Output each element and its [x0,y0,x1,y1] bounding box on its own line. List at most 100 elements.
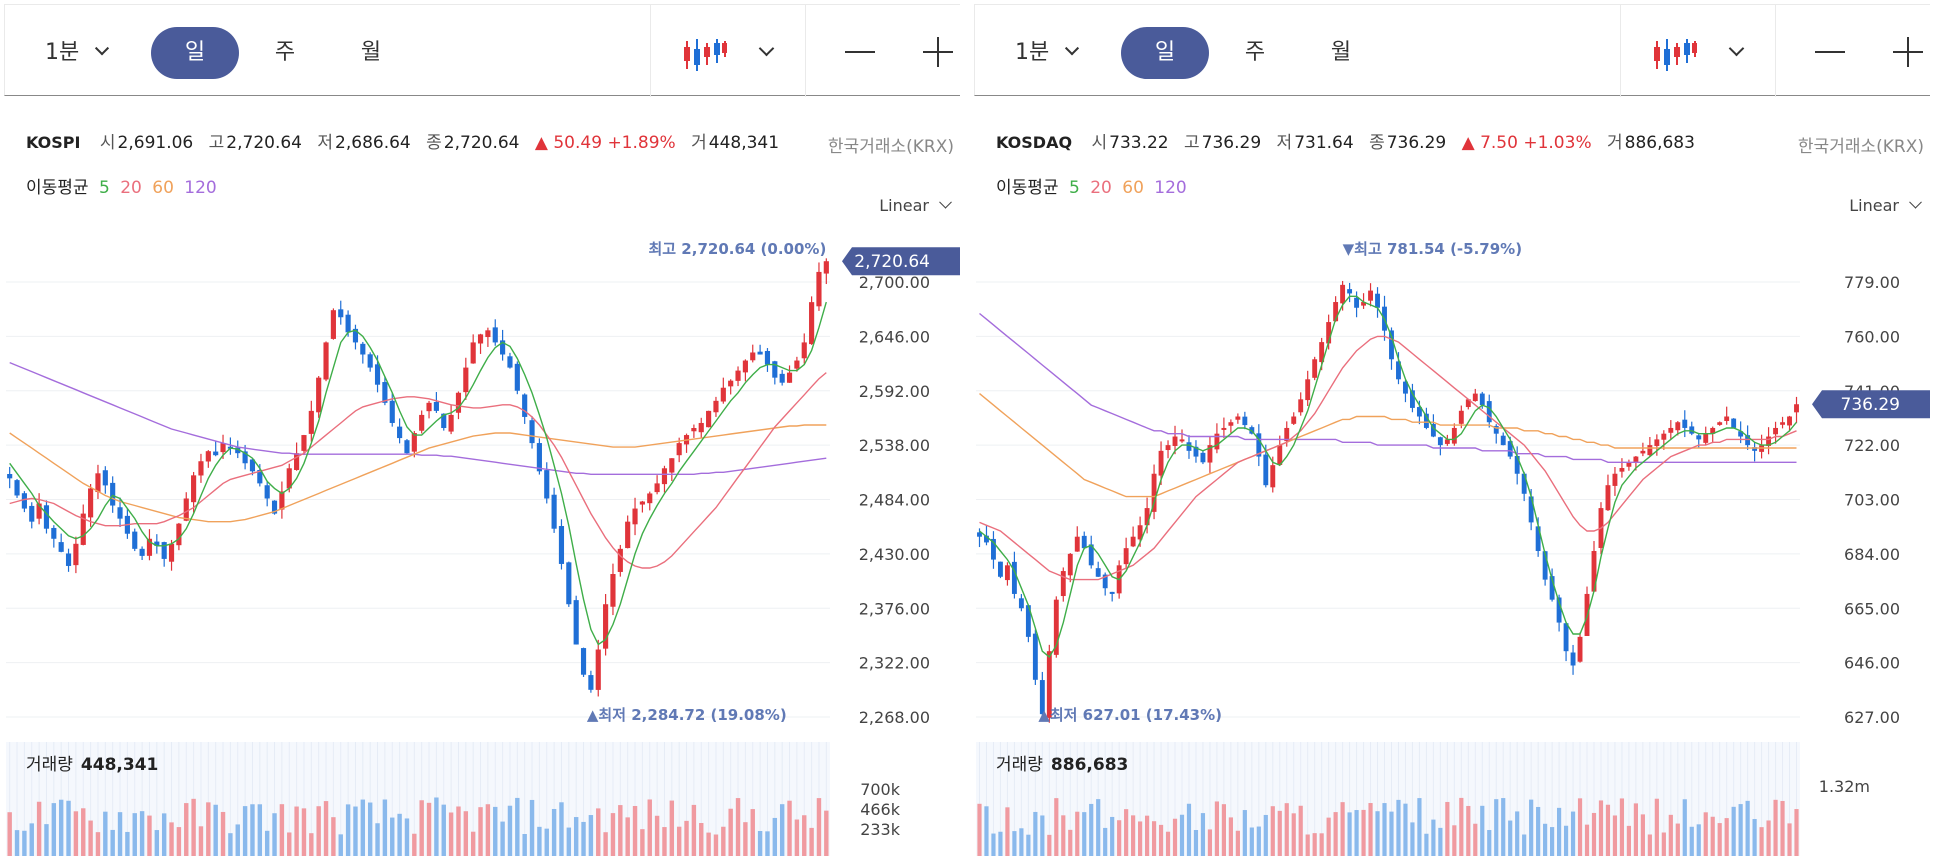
candle-body [95,473,101,493]
ma120-line [979,312,1797,463]
open-value: 733.22 [1109,133,1169,153]
candle-body [463,367,469,393]
volume-bar [1193,830,1199,856]
volume-bar [743,822,748,856]
scale-dropdown[interactable]: Linear [1849,195,1922,215]
tab-day[interactable]: 일 [1121,27,1209,79]
volume-bar [198,826,204,856]
volume-bar [1117,820,1122,856]
candle-body [1563,623,1569,652]
toolbar-divider [1775,5,1776,97]
ma5-label: 5 [1068,178,1080,198]
tab-week[interactable]: 주 [1244,40,1266,65]
volume-bar [1647,834,1652,856]
candle-body [220,443,226,453]
price-chart[interactable]: 2,700.00 2,646.00 2,592.00 2,538.00 2,484.00… [0,0,960,862]
volume-bar [22,830,27,856]
candle-body [713,400,719,413]
volume-bar [1577,798,1583,856]
volume-bar [1186,803,1192,856]
zoom-out-icon[interactable] [1815,51,1845,53]
min-price-label: ▲최저 2,284.72 (19.08%) [587,706,787,724]
candle-body [1423,413,1429,428]
volume-bar [1221,804,1226,856]
volume-bar [382,799,388,856]
candle-body [1130,536,1136,547]
candle-body [1284,427,1290,442]
volume-bar [1445,801,1450,856]
scale-label: Linear [1849,196,1899,215]
volume-bar [757,831,763,856]
candle-body [1612,473,1618,486]
current-price-label: 2,720.64 [854,252,930,272]
moving-average-legend: 이동평균 5 20 60 120 [26,173,222,198]
interval-dropdown[interactable]: 1분 [45,27,145,79]
tab-week[interactable]: 주 [274,40,296,65]
candle-body [470,342,476,364]
volume-bar [463,811,469,856]
candle-body [1081,535,1087,549]
candle-body [1137,525,1143,540]
candlestick-icon[interactable] [1651,35,1699,75]
volume-bar [816,798,822,856]
tab-day[interactable]: 일 [151,27,239,79]
candle-body [1333,302,1339,322]
interval-label: 1분 [1015,40,1050,65]
interval-dropdown[interactable]: 1분 [1015,27,1115,79]
volume-bar [684,820,689,856]
candle-body [647,493,653,504]
candle-body [110,482,116,506]
volume-bar [191,798,196,856]
volume-bar [250,804,255,856]
candle-body [779,373,785,383]
candle-body [1004,565,1010,581]
candle-body [1144,508,1150,526]
candle-body [1416,407,1422,417]
volume-bar [279,804,285,856]
candle-body [146,538,153,556]
volume-bar [1012,831,1017,856]
volume-bar [73,811,79,856]
volume-bar [588,815,594,856]
volume-bar [220,811,226,856]
candle-body [1109,591,1115,594]
candle-body [485,330,491,338]
candle-body [102,470,108,486]
volume-bar [125,831,130,856]
candle-body [1291,416,1297,424]
candle-body [794,360,800,369]
volume-bar [176,827,182,856]
volume-bar [1068,829,1073,856]
candle-body [419,414,425,431]
price-chart[interactable]: 779.00760.00741.00722.00703.00684.00665.… [970,0,1930,862]
volume-bar [426,802,432,856]
volume-bar [1473,823,1478,856]
toolbar-divider [1620,5,1621,97]
tab-month[interactable]: 월 [1330,40,1352,65]
volume-bar [161,813,167,856]
candle-body [1458,410,1464,424]
volume-title-label: 거래량 [996,755,1043,775]
candle-body [1794,404,1799,413]
candle-body [500,340,506,355]
tab-month[interactable]: 월 [360,40,382,65]
candle-body [88,488,94,518]
zoom-out-icon[interactable] [845,51,875,53]
candle-body [1277,445,1283,465]
volume-bar [507,805,513,856]
volume-bar [1584,824,1590,856]
candlestick-icon[interactable] [681,35,729,75]
candle-body [757,351,763,355]
volume-bar [1312,833,1317,856]
candle-body [1312,359,1318,378]
scale-dropdown[interactable]: Linear [879,195,952,215]
candle-body [1577,636,1583,662]
volume-bar [1124,809,1129,856]
candle-body [1647,445,1653,456]
volume-bar [353,806,358,856]
volume-bar [441,804,446,856]
candle-body [1493,425,1499,434]
volume-bar [1019,828,1024,856]
candle-body [588,675,594,690]
candle-body [573,600,579,645]
